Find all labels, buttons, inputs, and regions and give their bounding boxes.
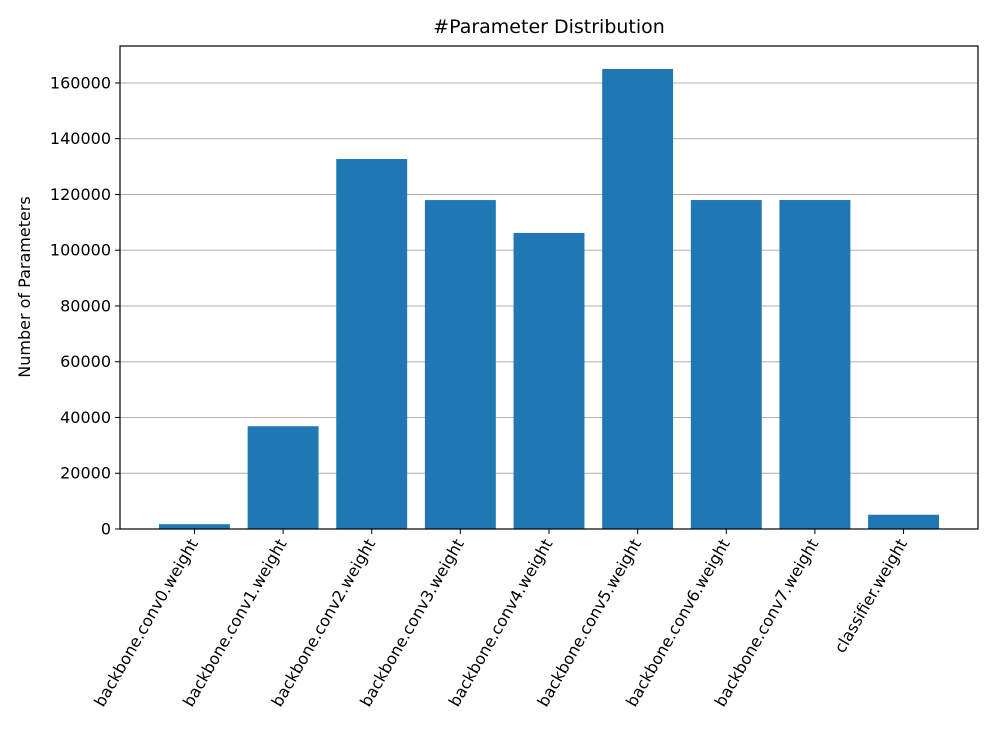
y-tick-label: 0 bbox=[101, 520, 111, 539]
x-tick-label: backbone.conv4.weight bbox=[445, 536, 557, 710]
chart-title: #Parameter Distribution bbox=[433, 16, 665, 38]
y-tick-label: 40000 bbox=[60, 408, 111, 427]
bar bbox=[247, 426, 319, 529]
y-tick-label: 20000 bbox=[60, 464, 111, 483]
x-tick-label: backbone.conv6.weight bbox=[622, 536, 734, 710]
x-tick-label: backbone.conv5.weight bbox=[533, 536, 645, 710]
bar bbox=[424, 200, 496, 530]
bar bbox=[159, 524, 230, 529]
y-tick-label: 140000 bbox=[50, 129, 111, 148]
bar bbox=[336, 159, 408, 529]
y-tick-label: 80000 bbox=[60, 296, 111, 315]
y-tick-label: 60000 bbox=[60, 352, 111, 371]
bar bbox=[602, 69, 674, 529]
x-tick-label: backbone.conv1.weight bbox=[179, 536, 291, 710]
y-axis-ticks: 0 20000 40000 60000 80000 100000 120000 140000 1… bbox=[50, 73, 120, 539]
y-tick-label: 120000 bbox=[50, 185, 111, 204]
bar bbox=[868, 514, 939, 529]
plot-frame bbox=[119, 45, 979, 530]
bar bbox=[690, 200, 762, 529]
x-tick-label: backbone.conv7.weight bbox=[711, 536, 823, 710]
x-axis-ticks: backbone.conv0.weightbackbone.conv1.weig… bbox=[90, 529, 911, 710]
x-tick-label: backbone.conv2.weight bbox=[268, 536, 380, 710]
bar bbox=[779, 200, 851, 529]
y-axis-label: Number of Parameters bbox=[15, 196, 34, 377]
bar bbox=[513, 232, 585, 529]
y-tick-label: 100000 bbox=[50, 241, 111, 260]
x-tick-label: backbone.conv3.weight bbox=[356, 536, 468, 710]
y-tick-label: 160000 bbox=[50, 73, 111, 92]
bars bbox=[159, 69, 939, 530]
x-tick-label: backbone.conv0.weight bbox=[90, 536, 202, 710]
x-tick-label: classifier.weight bbox=[830, 535, 911, 656]
